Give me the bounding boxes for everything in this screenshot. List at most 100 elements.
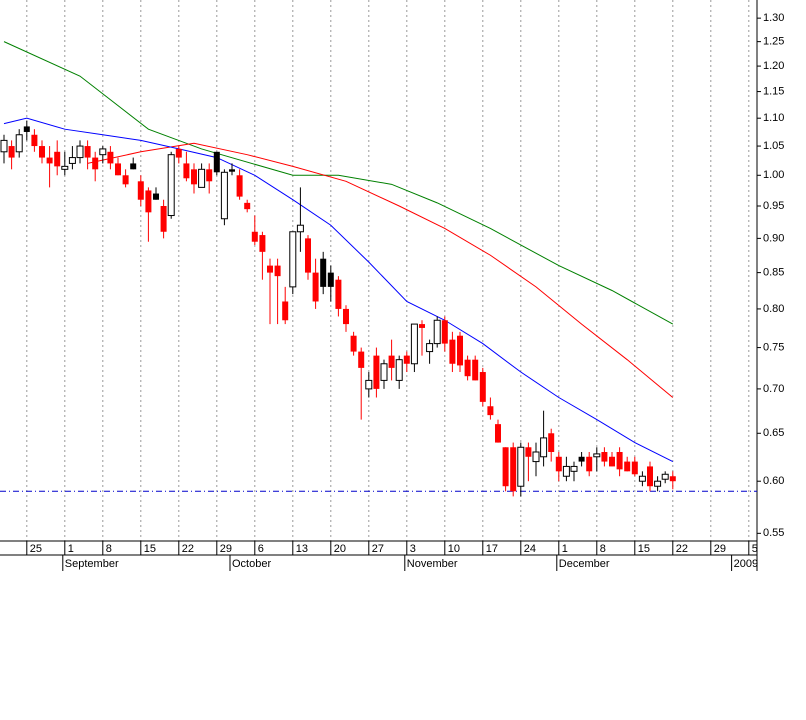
month-label: October [232, 558, 271, 570]
x-tick-label: 15 [144, 543, 156, 555]
candle-body [175, 148, 182, 158]
candle-body [419, 324, 425, 328]
candle-body [388, 355, 395, 368]
candle-body [472, 359, 479, 381]
x-tick-label: 22 [182, 543, 194, 555]
month-label: September [65, 558, 119, 570]
x-tick-label: 5 [752, 543, 758, 555]
month-label: November [407, 558, 458, 570]
candle-body [517, 446, 525, 487]
candle-body [532, 451, 540, 463]
candle-body [403, 355, 410, 364]
candle-body [229, 169, 235, 172]
candle-body [479, 372, 486, 402]
moving-average-line [3, 117, 674, 463]
candle-body [624, 461, 631, 472]
candle-body [296, 224, 304, 233]
candle-body [327, 272, 334, 287]
candle-body [160, 206, 167, 232]
candle-body [289, 231, 297, 288]
month-label: 2009 [734, 558, 758, 570]
x-tick-label: 8 [600, 543, 606, 555]
candle-body [236, 175, 243, 197]
y-tick-label: 0.95 [763, 200, 784, 212]
candle-body [76, 145, 84, 159]
candle-body [502, 447, 509, 487]
y-tick-label: 0.75 [763, 341, 784, 353]
x-tick-label: 1 [562, 543, 568, 555]
candle-body [115, 163, 121, 176]
candle-body [555, 456, 562, 472]
candle-body [661, 473, 669, 480]
x-tick-label: 27 [372, 543, 384, 555]
candle-body [122, 175, 129, 185]
candle-body [282, 301, 289, 321]
candle-body [267, 265, 273, 273]
y-tick-label: 0.70 [763, 383, 784, 395]
candle-body [426, 343, 434, 353]
candle-body [578, 456, 585, 462]
candle-body [548, 433, 555, 452]
x-tick-label: 6 [258, 543, 264, 555]
candle-body [92, 157, 99, 170]
x-tick-label: 15 [638, 543, 650, 555]
y-tick-label: 0.85 [763, 267, 784, 279]
candle-body [647, 466, 653, 487]
candle-body [198, 168, 206, 188]
y-tick-label: 0.65 [763, 427, 784, 439]
candle-body [433, 319, 441, 345]
x-tick-label: 24 [524, 543, 536, 555]
candle-body [305, 238, 311, 273]
y-tick-label: 1.00 [763, 169, 784, 181]
x-tick-label: 29 [220, 543, 232, 555]
candle-body [525, 447, 532, 457]
candle-body [609, 456, 615, 467]
candle-body [84, 146, 91, 158]
candle-body [441, 320, 448, 344]
candle-body [153, 193, 159, 200]
y-tick-label: 1.30 [763, 12, 784, 24]
x-tick-label: 17 [486, 543, 498, 555]
candle-body [167, 154, 175, 217]
candle-body [570, 465, 578, 472]
y-tick-label: 1.10 [763, 112, 784, 124]
y-tick-label: 0.90 [763, 232, 784, 244]
candle-body [31, 134, 38, 147]
candle-body [457, 335, 463, 366]
candle-body [137, 181, 144, 200]
candle-body [616, 451, 623, 470]
candle-body [183, 163, 190, 179]
x-tick-label: 29 [714, 543, 726, 555]
x-tick-label: 20 [334, 543, 346, 555]
y-tick-label: 1.25 [763, 36, 784, 48]
candle-body [130, 163, 137, 170]
candle-body [669, 476, 676, 482]
moving-average-line [3, 41, 674, 325]
candle-body [410, 323, 418, 365]
candle-body [335, 279, 342, 309]
candle-body [510, 447, 517, 492]
candle-body [601, 451, 608, 462]
candle-body [449, 339, 456, 364]
candle-body [244, 202, 251, 210]
y-tick-label: 1.05 [763, 140, 784, 152]
y-tick-label: 0.60 [763, 475, 784, 487]
candle-body [107, 151, 114, 164]
candle-body [312, 272, 319, 302]
candle-body [495, 424, 501, 443]
candle-body [586, 456, 593, 472]
month-label: December [559, 558, 610, 570]
candle-body [380, 363, 388, 381]
candle-body [68, 157, 76, 164]
candle-body [99, 148, 107, 156]
candle-body [358, 351, 365, 368]
candle-body [638, 475, 646, 482]
candle-body [274, 265, 281, 277]
candle-body [487, 406, 494, 416]
y-tick-label: 0.55 [763, 527, 784, 539]
candle-body [61, 165, 69, 170]
moving-average-line [87, 142, 674, 398]
candle-body [350, 335, 357, 352]
candle-body [213, 151, 220, 173]
